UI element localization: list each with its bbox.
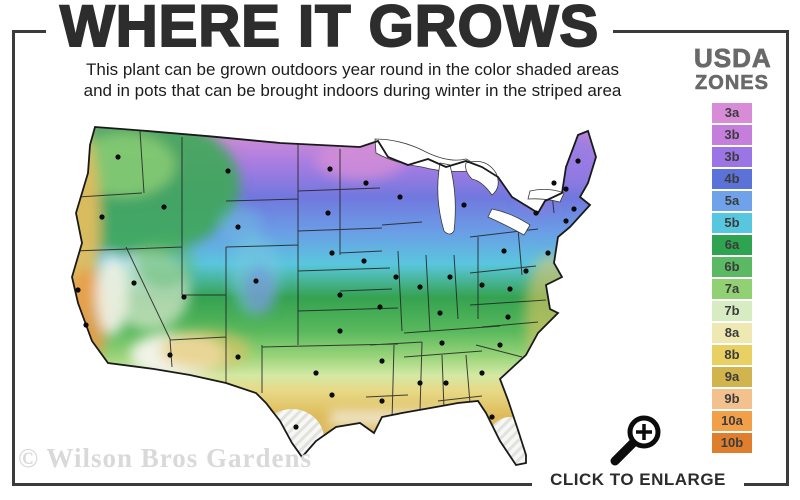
legend-title-usda: USDA — [694, 43, 772, 73]
city-dot — [83, 322, 89, 328]
city-dots — [75, 154, 581, 430]
city-dot — [461, 202, 467, 208]
page-title: WHERE IT GROWS — [46, 0, 614, 57]
subtitle: This plant can be grown outdoors year ro… — [40, 59, 665, 101]
zone-swatch-3b: 3b — [712, 147, 752, 167]
great-lakes — [374, 138, 565, 236]
zone-swatch-3b: 3b — [712, 125, 752, 145]
city-dot — [329, 392, 335, 398]
regional-color-overlays — [72, 127, 596, 425]
zone-swatch-5b: 5b — [712, 213, 752, 233]
city-dot — [377, 304, 383, 310]
city-dot — [397, 194, 403, 200]
city-dot — [563, 218, 569, 224]
city-dot — [235, 224, 241, 230]
city-dot — [551, 180, 557, 186]
city-dot — [363, 180, 369, 186]
city-dot — [571, 206, 577, 212]
usda-zones-legend: USDA ZONES 3a 3b 3b 4b 5a 5b 6a 6b 7a 7b 8a 8b 9a 9b 1… — [694, 43, 772, 453]
city-dot — [181, 294, 187, 300]
city-dot — [75, 287, 81, 293]
city-dot — [563, 186, 569, 192]
city-dot — [437, 310, 443, 316]
zone-swatch-9b: 9b — [712, 389, 752, 409]
city-dot — [327, 166, 333, 172]
city-dot — [393, 274, 399, 280]
city-dot — [443, 380, 449, 386]
city-dot — [507, 286, 513, 292]
city-dot — [417, 380, 423, 386]
city-dot — [337, 292, 343, 298]
city-dot — [337, 328, 343, 334]
city-dot — [167, 352, 173, 358]
zone-swatch-6a: 6a — [712, 235, 752, 255]
city-dot — [505, 314, 511, 320]
city-dot — [225, 168, 231, 174]
legend-zone-list: 3a 3b 3b 4b 5a 5b 6a 6b 7a 7b 8a 8b 9a 9b 10a 10b — [694, 103, 770, 453]
city-dot — [533, 210, 539, 216]
zone-swatch-4b: 4b — [712, 169, 752, 189]
city-dot — [325, 210, 331, 216]
city-dot — [235, 354, 241, 360]
magnifier-zoom-icon[interactable] — [602, 412, 666, 472]
watermark: © Wilson Bros Gardens — [18, 443, 312, 473]
city-dot — [361, 258, 367, 264]
city-dot — [313, 370, 319, 376]
legend-title-zones: ZONES — [695, 72, 769, 95]
city-dot — [479, 282, 485, 288]
city-dot — [131, 280, 137, 286]
subtitle-line-2: and in pots that can be brought indoors … — [83, 81, 622, 100]
city-dot — [379, 358, 385, 364]
city-dot — [501, 248, 507, 254]
zone-swatch-8a: 8a — [712, 323, 752, 343]
us-hardiness-zone-map[interactable] — [30, 105, 670, 475]
zone-swatch-10b: 10b — [712, 433, 752, 453]
zone-shading — [72, 127, 596, 465]
city-dot — [545, 250, 551, 256]
city-dot — [99, 214, 105, 220]
zone-swatch-6b: 6b — [712, 257, 752, 277]
city-dot — [379, 398, 385, 404]
city-dot — [479, 370, 485, 376]
click-to-enlarge-label[interactable]: CLICK TO ENLARGE — [532, 469, 744, 491]
city-dot — [293, 424, 299, 430]
city-dot — [575, 158, 581, 164]
zone-swatch-8b: 8b — [712, 345, 752, 365]
zone-swatch-9a: 9a — [712, 367, 752, 387]
subtitle-line-1: This plant can be grown outdoors year ro… — [86, 60, 619, 79]
zone-swatch-10a: 10a — [712, 411, 752, 431]
city-dot — [523, 268, 529, 274]
city-dot — [253, 278, 259, 284]
city-dot — [417, 284, 423, 290]
zone-swatch-5a: 5a — [712, 191, 752, 211]
city-dot — [447, 274, 453, 280]
state-borders — [73, 130, 555, 422]
city-dot — [161, 204, 167, 210]
zone-swatch-3a: 3a — [712, 103, 752, 123]
city-dot — [497, 342, 503, 348]
zone-swatch-7b: 7b — [712, 301, 752, 321]
city-dot — [329, 250, 335, 256]
city-dot — [489, 414, 495, 420]
zone-swatch-7a: 7a — [712, 279, 752, 299]
city-dot — [439, 340, 445, 346]
city-dot — [115, 154, 121, 160]
